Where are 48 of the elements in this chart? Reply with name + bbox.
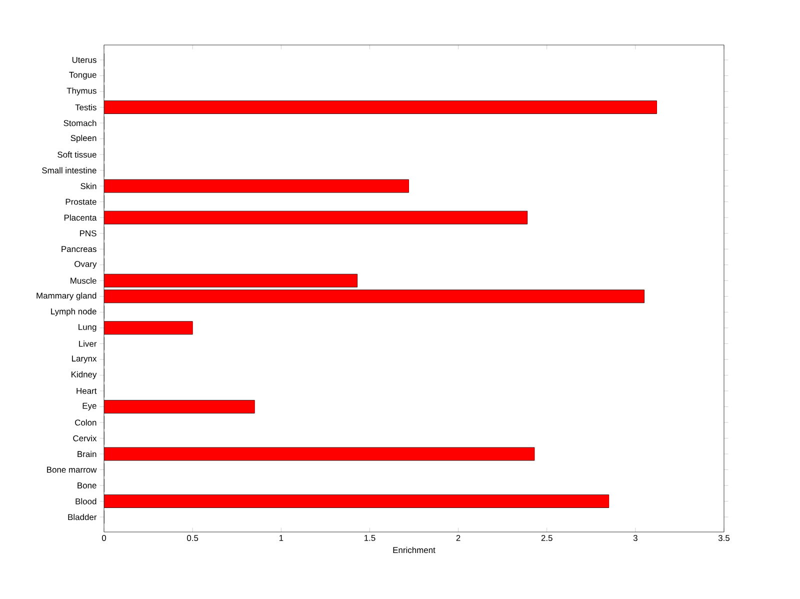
x-tick-label: 0.5 (187, 535, 198, 542)
y-tick-label: Uterus (72, 57, 96, 63)
y-tick-label: Pancreas (62, 246, 96, 252)
y-tick-label: Bladder (68, 514, 97, 520)
bar (104, 321, 193, 335)
bar (104, 290, 644, 304)
x-tick-label: 0 (102, 535, 106, 542)
bar (104, 179, 409, 193)
y-tick-label: Heart (76, 388, 97, 394)
y-tick-label: Tongue (69, 72, 96, 80)
y-tick-label: Testis (75, 104, 96, 110)
x-axis-title: Enrichment (393, 546, 436, 554)
y-tick-label: Skin (80, 182, 96, 190)
y-tick-label: Thymus (66, 88, 96, 96)
y-tick-label: Bone (78, 482, 96, 488)
y-tick-label: Liver (79, 340, 97, 347)
bar (104, 100, 657, 114)
y-tick-label: Brain (78, 450, 96, 458)
y-tick-label: Lung (78, 324, 96, 332)
y-tick-label: Blood (76, 498, 96, 504)
y-tick-label: PNS (80, 230, 96, 236)
y-tick-label: Prostate (66, 198, 96, 205)
y-tick-label: Muscle (70, 278, 96, 284)
y-tick-label: Spleen (70, 134, 96, 143)
y-tick-label: Placenta (64, 214, 97, 221)
bar (104, 400, 255, 414)
y-tick-label: Mammary gland (36, 292, 96, 300)
y-tick-label: Ovary (74, 261, 97, 269)
y-tick-label: Cervix (73, 435, 97, 442)
x-tick-label: 2.5 (541, 535, 552, 542)
y-tick-label: Colon (75, 419, 96, 426)
y-tick-label: Soft tissue (58, 151, 96, 158)
bar (104, 447, 535, 461)
x-tick-label: 3.5 (718, 535, 730, 542)
y-tick-label: Larynx (72, 356, 97, 364)
y-tick-label: Stomach (64, 120, 96, 126)
bar (104, 494, 610, 508)
x-tick-label: 1.5 (364, 535, 376, 541)
x-tick-label: 2 (456, 535, 460, 541)
x-tick-label: 1 (279, 535, 284, 541)
bar (104, 274, 358, 288)
y-tick-label: Lymph node (51, 308, 96, 316)
y-tick-label: Eye (82, 402, 96, 410)
y-tick-label: Kidney (72, 371, 97, 380)
bar (104, 210, 528, 224)
y-tick-label: Bone marrow (47, 466, 97, 473)
y-tick-label: Small intestine (42, 167, 96, 174)
x-tick-label: 3 (633, 535, 638, 542)
